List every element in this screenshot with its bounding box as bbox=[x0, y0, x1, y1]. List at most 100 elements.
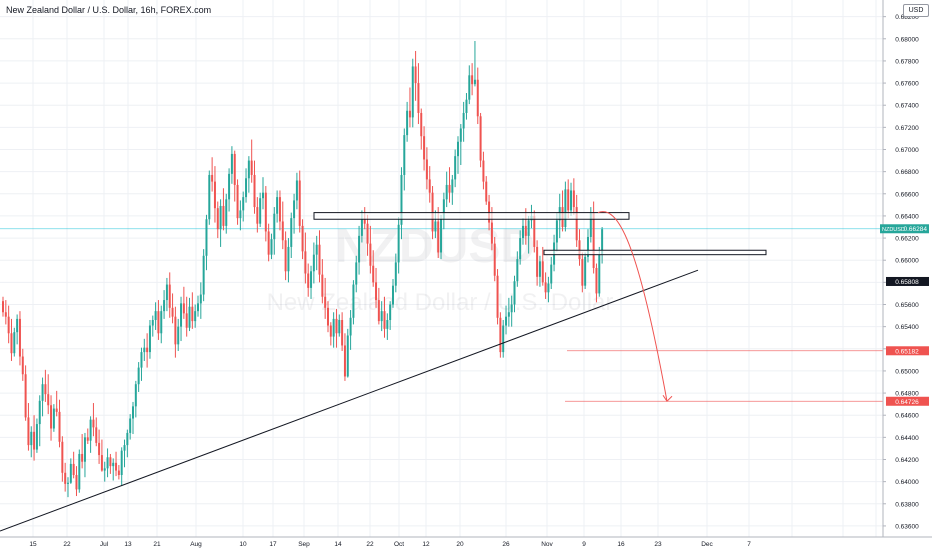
candle-body bbox=[69, 463, 72, 483]
candle-body bbox=[527, 220, 530, 236]
time-tick-label: Sep bbox=[298, 541, 310, 548]
candle-body bbox=[536, 246, 539, 277]
candle-body bbox=[120, 450, 123, 475]
candle-body bbox=[259, 198, 262, 224]
candle-body bbox=[355, 262, 358, 285]
candle-body bbox=[261, 192, 264, 199]
candle-body bbox=[366, 223, 369, 244]
candle-body bbox=[423, 136, 426, 160]
candle-body bbox=[406, 110, 409, 136]
candle-body bbox=[205, 219, 208, 256]
candle-body bbox=[55, 408, 58, 412]
candle-body bbox=[544, 282, 547, 293]
price-tick-label: 0.64000 bbox=[895, 479, 919, 486]
candle-body bbox=[584, 256, 587, 286]
current-price-tag bbox=[886, 276, 929, 286]
candle-body bbox=[253, 174, 256, 208]
candle-body bbox=[199, 294, 202, 304]
price-tick-label: 0.66800 bbox=[895, 169, 919, 176]
candle-body bbox=[499, 317, 502, 353]
candle-body bbox=[403, 135, 406, 175]
price-tick-label: 0.65000 bbox=[895, 368, 919, 375]
candle-body bbox=[479, 116, 482, 161]
candle-body bbox=[448, 184, 451, 193]
candle-body bbox=[465, 99, 468, 113]
time-tick-label: 23 bbox=[654, 541, 662, 548]
time-tick-label: 26 bbox=[502, 541, 510, 548]
candle-body bbox=[219, 205, 222, 230]
candle-body bbox=[182, 303, 185, 314]
candle-body bbox=[103, 468, 106, 471]
candle-body bbox=[389, 304, 392, 320]
candle-body bbox=[131, 406, 134, 419]
candle-body bbox=[123, 445, 126, 451]
time-tick-label: 17 bbox=[269, 541, 277, 548]
candle-body bbox=[174, 316, 177, 345]
candle-body bbox=[30, 431, 33, 446]
price-tick-label: 0.67600 bbox=[895, 81, 919, 88]
target-price-tag-1 bbox=[886, 346, 929, 356]
plot-background bbox=[0, 0, 883, 537]
candle-body bbox=[222, 205, 225, 226]
live-price-symbol: NZDUSD bbox=[882, 227, 905, 233]
time-tick-label: 10 bbox=[239, 541, 247, 548]
current-price-value: 0.65808 bbox=[895, 279, 919, 286]
candle-body bbox=[380, 311, 383, 322]
candle-body bbox=[24, 374, 27, 418]
candle-body bbox=[570, 190, 573, 211]
candle-body bbox=[115, 462, 118, 471]
price-tick-label: 0.66600 bbox=[895, 191, 919, 198]
candle-body bbox=[321, 274, 324, 297]
candle-body bbox=[310, 271, 313, 288]
candle-body bbox=[78, 453, 81, 490]
chart-title: New Zealand Dollar / U.S. Dollar, 16h, F… bbox=[6, 5, 212, 15]
candle-body bbox=[256, 207, 259, 224]
candle-body bbox=[61, 441, 64, 473]
candle-body bbox=[312, 254, 315, 272]
candle-body bbox=[326, 307, 329, 326]
candle-body bbox=[106, 457, 109, 469]
candle-body bbox=[160, 311, 163, 334]
time-axis-background bbox=[0, 537, 883, 550]
candle-body bbox=[341, 320, 344, 346]
candle-body bbox=[146, 347, 149, 353]
candle-body bbox=[208, 174, 211, 220]
candle-body bbox=[236, 184, 239, 219]
candle-body bbox=[524, 225, 527, 236]
time-tick-label: 9 bbox=[582, 541, 586, 548]
candle-body bbox=[83, 437, 86, 462]
candle-body bbox=[270, 239, 273, 255]
candle-body bbox=[137, 367, 140, 385]
candle-body bbox=[589, 212, 592, 237]
candle-body bbox=[211, 174, 214, 182]
candle-body bbox=[81, 453, 84, 462]
candle-body bbox=[112, 462, 115, 467]
candle-body bbox=[456, 141, 459, 157]
price-tick-label: 0.66400 bbox=[895, 213, 919, 220]
candle-body bbox=[157, 311, 160, 334]
candle-body bbox=[513, 281, 516, 305]
candle-body bbox=[442, 199, 445, 220]
candle-body bbox=[213, 181, 216, 209]
candle-body bbox=[372, 265, 375, 283]
candle-body bbox=[10, 333, 13, 354]
candle-body bbox=[16, 318, 19, 333]
price-tick-label: 0.66000 bbox=[895, 258, 919, 265]
time-tick-label: 12 bbox=[422, 541, 430, 548]
time-tick-label: 21 bbox=[153, 541, 161, 548]
candle-body bbox=[92, 419, 95, 428]
candle-body bbox=[505, 316, 508, 326]
candle-body bbox=[44, 384, 47, 395]
candle-body bbox=[191, 306, 194, 322]
candle-body bbox=[394, 262, 397, 286]
candle-body bbox=[383, 311, 386, 329]
candle-body bbox=[454, 156, 457, 180]
time-tick-label: 20 bbox=[456, 541, 464, 548]
time-tick-label: 16 bbox=[617, 541, 625, 548]
currency-button[interactable]: USD bbox=[903, 4, 929, 17]
candle-body bbox=[507, 312, 510, 317]
candle-body bbox=[414, 66, 417, 84]
candle-body bbox=[488, 201, 491, 223]
